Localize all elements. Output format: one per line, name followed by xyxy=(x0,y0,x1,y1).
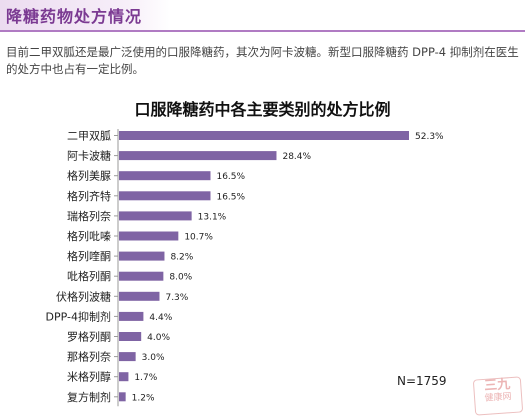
header-tab: 降糖药物处方情况 xyxy=(0,0,170,30)
category-label: 二甲双胍 xyxy=(67,129,111,143)
section-header: 降糖药物处方情况 xyxy=(0,0,525,32)
value-label: 13.1% xyxy=(198,212,227,222)
value-label: 16.5% xyxy=(216,192,245,202)
bar xyxy=(119,352,136,362)
sample-size-annotation: N=1759 xyxy=(397,374,447,388)
category-label: 格列喹酮 xyxy=(67,249,111,263)
header-divider xyxy=(0,30,525,32)
value-label: 1.7% xyxy=(134,373,157,383)
category-label: 格列齐特 xyxy=(67,189,111,203)
intro-paragraph: 目前二甲双胍还是最广泛使用的口服降糖药，其次为阿卡波糖。新型口服降糖药 DPP-… xyxy=(6,45,519,76)
bar xyxy=(119,171,211,181)
value-label: 10.7% xyxy=(184,233,213,243)
value-label: 16.5% xyxy=(216,172,245,182)
watermark-line2: 健康网 xyxy=(484,392,512,404)
category-label: 瑞格列奈 xyxy=(67,209,111,223)
bar xyxy=(119,251,165,261)
value-label: 1.2% xyxy=(132,393,155,403)
bar xyxy=(119,131,409,140)
value-label: 8.0% xyxy=(169,273,192,283)
category-label: 罗格列酮 xyxy=(67,330,111,344)
bar xyxy=(119,211,192,221)
bar xyxy=(119,332,142,341)
bar xyxy=(119,392,126,402)
chart-title: 口服降糖药中各主要类别的处方比例 xyxy=(134,100,391,119)
section-title: 降糖药物处方情况 xyxy=(6,7,143,26)
bar xyxy=(119,291,160,301)
bar xyxy=(119,231,179,241)
bar xyxy=(119,271,164,281)
bar xyxy=(119,151,277,161)
value-label: 4.4% xyxy=(149,313,172,323)
bar xyxy=(119,191,211,201)
category-label: 伏格列波糖 xyxy=(56,289,111,303)
value-label: 28.4% xyxy=(282,152,311,162)
category-label: DPP-4抑制剂 xyxy=(46,309,111,323)
category-label: 米格列醇 xyxy=(67,370,111,384)
bar xyxy=(119,372,129,382)
category-label: 格列美脲 xyxy=(67,169,111,183)
category-label: 格列吡嗪 xyxy=(67,229,111,243)
category-label: 复方制剂 xyxy=(67,390,111,404)
watermark-logo: 三九 健康网 xyxy=(472,376,524,416)
value-label: 7.3% xyxy=(165,293,188,303)
category-label: 阿卡波糖 xyxy=(67,149,111,163)
bar xyxy=(119,311,144,321)
value-label: 3.0% xyxy=(142,353,165,363)
value-label: 4.0% xyxy=(147,333,170,343)
category-label: 那格列奈 xyxy=(67,350,111,364)
category-label: 吡格列酮 xyxy=(67,269,111,283)
value-label: 52.3% xyxy=(415,132,444,142)
value-label: 8.2% xyxy=(170,253,193,263)
